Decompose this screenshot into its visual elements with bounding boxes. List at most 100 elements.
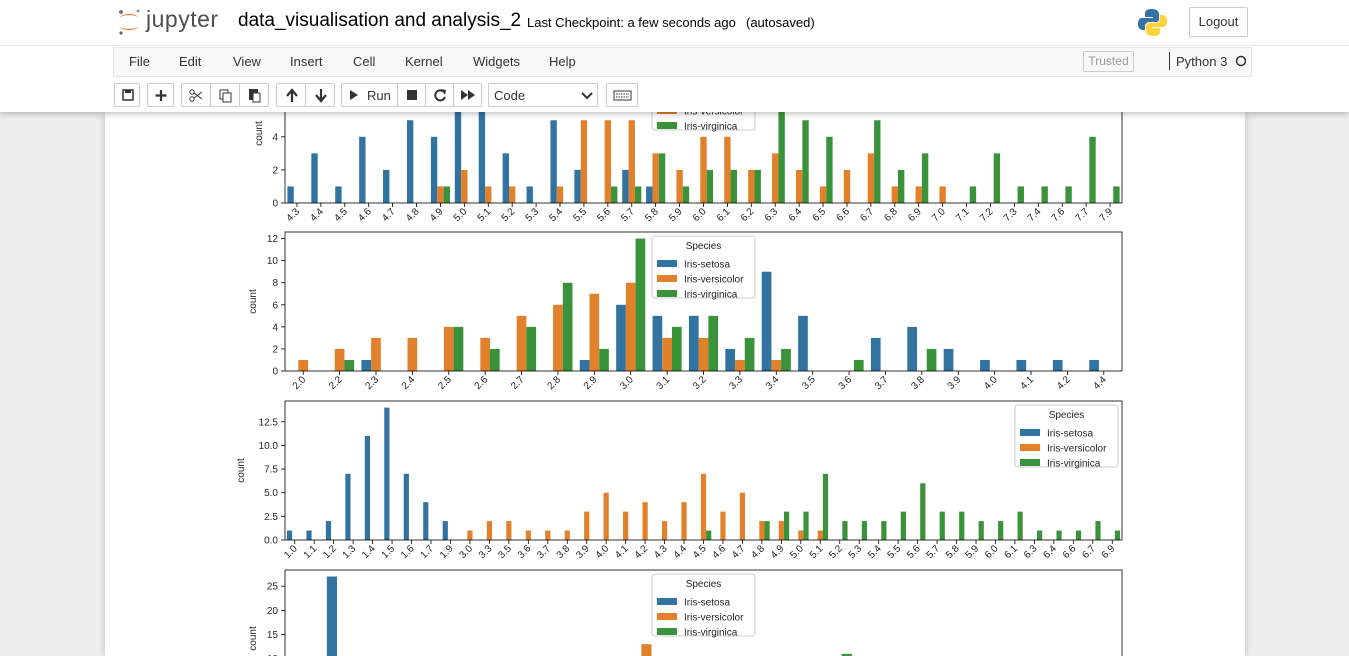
restart-run-all-button[interactable] (453, 83, 482, 107)
insert-cell-button[interactable] (147, 83, 174, 107)
restart-button[interactable] (425, 83, 454, 107)
y-tick-label: 12.5 (259, 417, 279, 428)
bar (926, 348, 937, 371)
interrupt-button[interactable] (397, 83, 426, 107)
legend-swatch (657, 260, 677, 267)
bar (287, 186, 294, 203)
bar (611, 186, 618, 203)
x-tick-label: 2.5 (436, 374, 454, 392)
move-up-button[interactable] (276, 83, 306, 107)
x-tick-label: 3.9 (574, 543, 592, 561)
bar (325, 521, 332, 540)
copy-button[interactable] (210, 83, 240, 107)
bar (286, 530, 293, 540)
y-tick-label: 0 (272, 367, 278, 378)
save-button[interactable] (114, 83, 140, 107)
legend-label: Iris-versicolor (684, 613, 744, 624)
cut-button[interactable] (181, 83, 211, 107)
bar (406, 120, 414, 203)
x-tick-label: 4.4 (1091, 374, 1109, 392)
x-tick-label: 7.6 (1050, 206, 1068, 224)
bar (874, 120, 881, 203)
bar (574, 169, 581, 203)
bar (467, 530, 473, 540)
icon (461, 90, 475, 100)
x-tick-label: 3.0 (618, 374, 636, 392)
jupyter-logo-text[interactable]: jupyter (146, 6, 219, 32)
bar (861, 521, 868, 540)
x-tick-label: 4.3 (652, 543, 670, 561)
logout-button[interactable]: Logout (1189, 7, 1248, 37)
menu-item[interactable]: Insert (290, 54, 323, 69)
x-tick-label: 7.3 (1002, 206, 1020, 224)
kernel-name: Python 3 (1176, 54, 1228, 69)
bar (870, 337, 881, 371)
bar (781, 348, 791, 371)
icon (315, 89, 327, 103)
menu-item[interactable]: Edit (179, 54, 202, 69)
bar (525, 530, 531, 540)
notebook-name[interactable]: data_visualisation and analysis_2 (238, 10, 522, 31)
cell-type-select[interactable]: Code (488, 83, 598, 107)
x-tick-label: 5.0 (788, 543, 806, 561)
bar (725, 348, 736, 371)
command-palette-button[interactable] (606, 83, 638, 107)
x-tick-label: 5.1 (476, 206, 494, 224)
bar (1095, 521, 1101, 540)
x-tick-label: 6.5 (811, 206, 829, 224)
bar (662, 337, 672, 371)
chart: 0510152025count0.10.20.30.40.50.61.01.11… (248, 569, 1123, 656)
y-tick-label: 2.5 (264, 512, 278, 523)
x-tick-label: 7.7 (1074, 206, 1092, 224)
bar (634, 186, 642, 203)
icon (581, 92, 593, 100)
icon (350, 90, 358, 100)
divider (0, 45, 1349, 46)
legend: SpeciesIris-setosaIris-versicolorIris-vi… (651, 112, 756, 133)
bar (661, 521, 668, 540)
legend-label: Iris-versicolor (1047, 444, 1107, 455)
bar (744, 337, 755, 371)
bar (550, 120, 557, 203)
legend-swatch (657, 122, 677, 129)
x-tick-label: 4.9 (769, 543, 787, 561)
y-tick-label: 4 (272, 132, 278, 143)
x-tick-label: 7.9 (1098, 206, 1116, 224)
menu-item[interactable]: Kernel (405, 54, 443, 69)
run-button[interactable]: Run (341, 83, 398, 107)
menu-item[interactable]: Help (549, 54, 576, 69)
bar (706, 530, 712, 540)
bar (616, 304, 626, 371)
x-tick-label: 7.4 (1026, 206, 1044, 224)
bar (361, 359, 372, 371)
menu-item[interactable]: File (129, 54, 150, 69)
y-axis-label: count (254, 121, 265, 146)
x-tick-label: 1.3 (341, 543, 359, 561)
x-tick-label: 3.6 (516, 543, 534, 561)
bar (819, 186, 827, 203)
bar (1052, 359, 1063, 371)
paste-button[interactable] (239, 83, 269, 107)
move-down-button[interactable] (305, 83, 335, 107)
bar (898, 169, 905, 203)
x-tick-label: 5.9 (667, 206, 685, 224)
x-tick-label: 3.8 (555, 543, 573, 561)
run-label: Run (367, 88, 391, 103)
x-tick-label: 5.8 (643, 206, 661, 224)
x-tick-label: 5.3 (847, 543, 865, 561)
menu-item[interactable]: View (233, 54, 261, 69)
bar (478, 112, 486, 203)
legend-swatch (657, 290, 677, 297)
bar (739, 492, 746, 540)
x-tick-label: 4.5 (332, 206, 350, 224)
bar (682, 186, 690, 203)
y-tick-label: 12 (267, 234, 279, 245)
menu-item[interactable]: Widgets (473, 54, 520, 69)
menu-item[interactable]: Cell (353, 54, 376, 69)
icon (434, 89, 446, 102)
bar (778, 112, 785, 203)
trusted-indicator[interactable]: Trusted (1083, 51, 1134, 72)
icon (189, 89, 203, 102)
x-tick-label: 6.6 (834, 206, 852, 224)
x-tick-label: 4.0 (594, 543, 612, 561)
